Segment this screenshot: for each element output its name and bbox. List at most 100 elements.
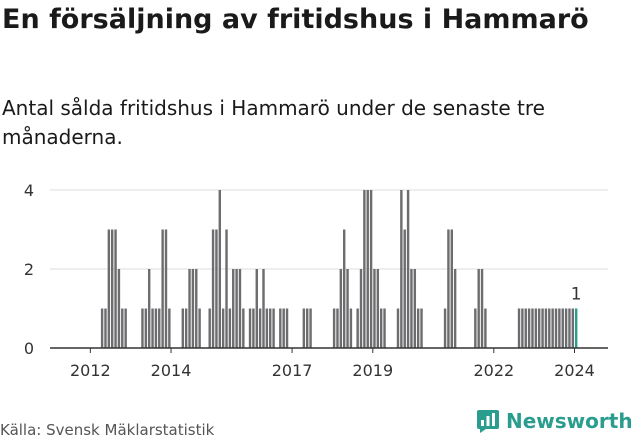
bar — [477, 269, 480, 348]
bar — [410, 269, 413, 348]
bar — [255, 269, 258, 348]
bar — [218, 190, 222, 348]
bar — [359, 269, 363, 348]
bar — [110, 229, 114, 348]
bar — [104, 308, 107, 348]
bar — [208, 308, 211, 348]
bar — [571, 308, 575, 348]
bar — [164, 229, 168, 348]
bar — [527, 308, 531, 348]
bar — [184, 308, 188, 348]
bar — [181, 308, 185, 348]
bar — [141, 308, 144, 348]
bar — [342, 229, 346, 348]
bar — [561, 308, 564, 348]
x-tick-label: 2017 — [272, 361, 313, 380]
bar — [144, 308, 148, 348]
x-tick-label: 2019 — [352, 361, 393, 380]
bar — [369, 190, 373, 348]
bar — [161, 229, 164, 348]
bar — [100, 308, 104, 348]
bar — [403, 229, 406, 348]
bar — [356, 308, 359, 348]
bar — [541, 308, 544, 348]
highlight-bar — [574, 308, 578, 348]
bar — [215, 229, 218, 348]
bar — [191, 269, 195, 348]
y-tick-label: 0 — [24, 339, 34, 358]
bar — [147, 269, 151, 348]
bar — [548, 308, 551, 348]
bar — [349, 308, 353, 348]
bar — [121, 308, 124, 348]
bar — [285, 308, 289, 348]
bar — [282, 308, 285, 348]
chart-title: En försäljning av fritidshus i Hammarö — [2, 4, 589, 35]
bar — [269, 308, 272, 348]
bar — [558, 308, 561, 348]
x-tick-label: 2014 — [151, 361, 192, 380]
bar — [443, 308, 447, 348]
bar — [309, 308, 312, 348]
bar — [258, 308, 262, 348]
x-tick-label: 2024 — [554, 361, 595, 380]
brand-name: Newsworthy — [506, 409, 631, 433]
chart-subtitle: Antal sålda fritidshus i Hammarö under d… — [2, 96, 545, 149]
bar — [379, 308, 383, 348]
bar — [524, 308, 527, 348]
bar — [279, 308, 282, 348]
bar — [114, 229, 117, 348]
bar — [474, 308, 477, 348]
bar — [124, 308, 127, 348]
bar — [383, 308, 386, 348]
bar — [396, 308, 400, 348]
bar — [242, 308, 245, 348]
bar — [537, 308, 541, 348]
newsworthy-logo-icon — [477, 410, 499, 433]
bar — [168, 308, 171, 348]
bar — [232, 269, 235, 348]
bar — [151, 308, 154, 348]
source-note: Källa: Svensk Mäklarstatistik — [0, 421, 215, 439]
bar — [228, 308, 232, 348]
bar — [198, 308, 201, 348]
bar — [554, 308, 558, 348]
bar — [453, 269, 457, 348]
bar — [568, 308, 571, 348]
bar — [238, 269, 242, 348]
bar — [420, 308, 423, 348]
bar — [117, 269, 121, 348]
bar — [544, 308, 548, 348]
y-tick-label: 2 — [24, 260, 34, 279]
brand-logo[interactable]: Newsworthy — [476, 409, 631, 433]
bar — [336, 308, 339, 348]
bar — [225, 229, 228, 348]
y-tick-label: 4 — [24, 181, 34, 200]
bar — [154, 308, 158, 348]
bar — [480, 269, 484, 348]
bar — [265, 308, 269, 348]
bar — [221, 308, 225, 348]
bar — [107, 229, 111, 348]
bar — [416, 308, 420, 348]
x-tick-label: 2012 — [70, 361, 111, 380]
bar — [406, 190, 410, 348]
bar — [339, 269, 343, 348]
bar — [521, 308, 524, 348]
bar — [235, 269, 238, 348]
bar — [564, 308, 568, 348]
bar — [531, 308, 534, 348]
bar — [400, 190, 403, 348]
bar — [195, 269, 198, 348]
bar — [551, 308, 554, 348]
bar — [158, 308, 161, 348]
bar — [534, 308, 538, 348]
data-label: 1 — [571, 285, 582, 305]
bar — [373, 269, 376, 348]
bar — [363, 190, 366, 348]
bar-chart: 0 2 4 1 2012 2014 2017 2019 2022 2024 — [24, 181, 608, 380]
bar — [413, 269, 417, 348]
bar — [306, 308, 309, 348]
bar — [450, 229, 453, 348]
bar — [484, 308, 487, 348]
